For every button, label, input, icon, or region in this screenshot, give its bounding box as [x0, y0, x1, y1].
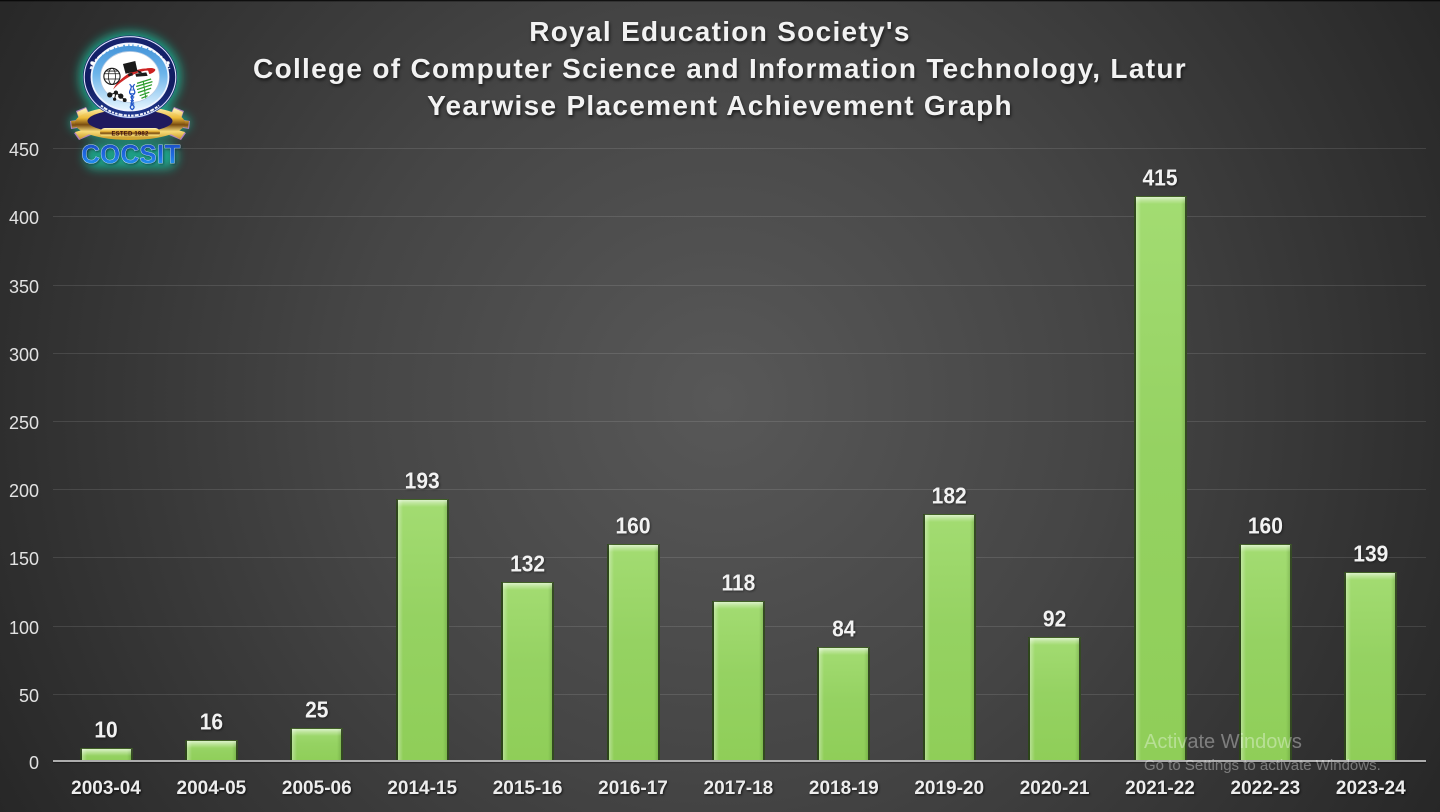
svg-text:COCSIT: COCSIT	[81, 141, 180, 169]
svg-text:ESTED 1982: ESTED 1982	[111, 131, 148, 137]
